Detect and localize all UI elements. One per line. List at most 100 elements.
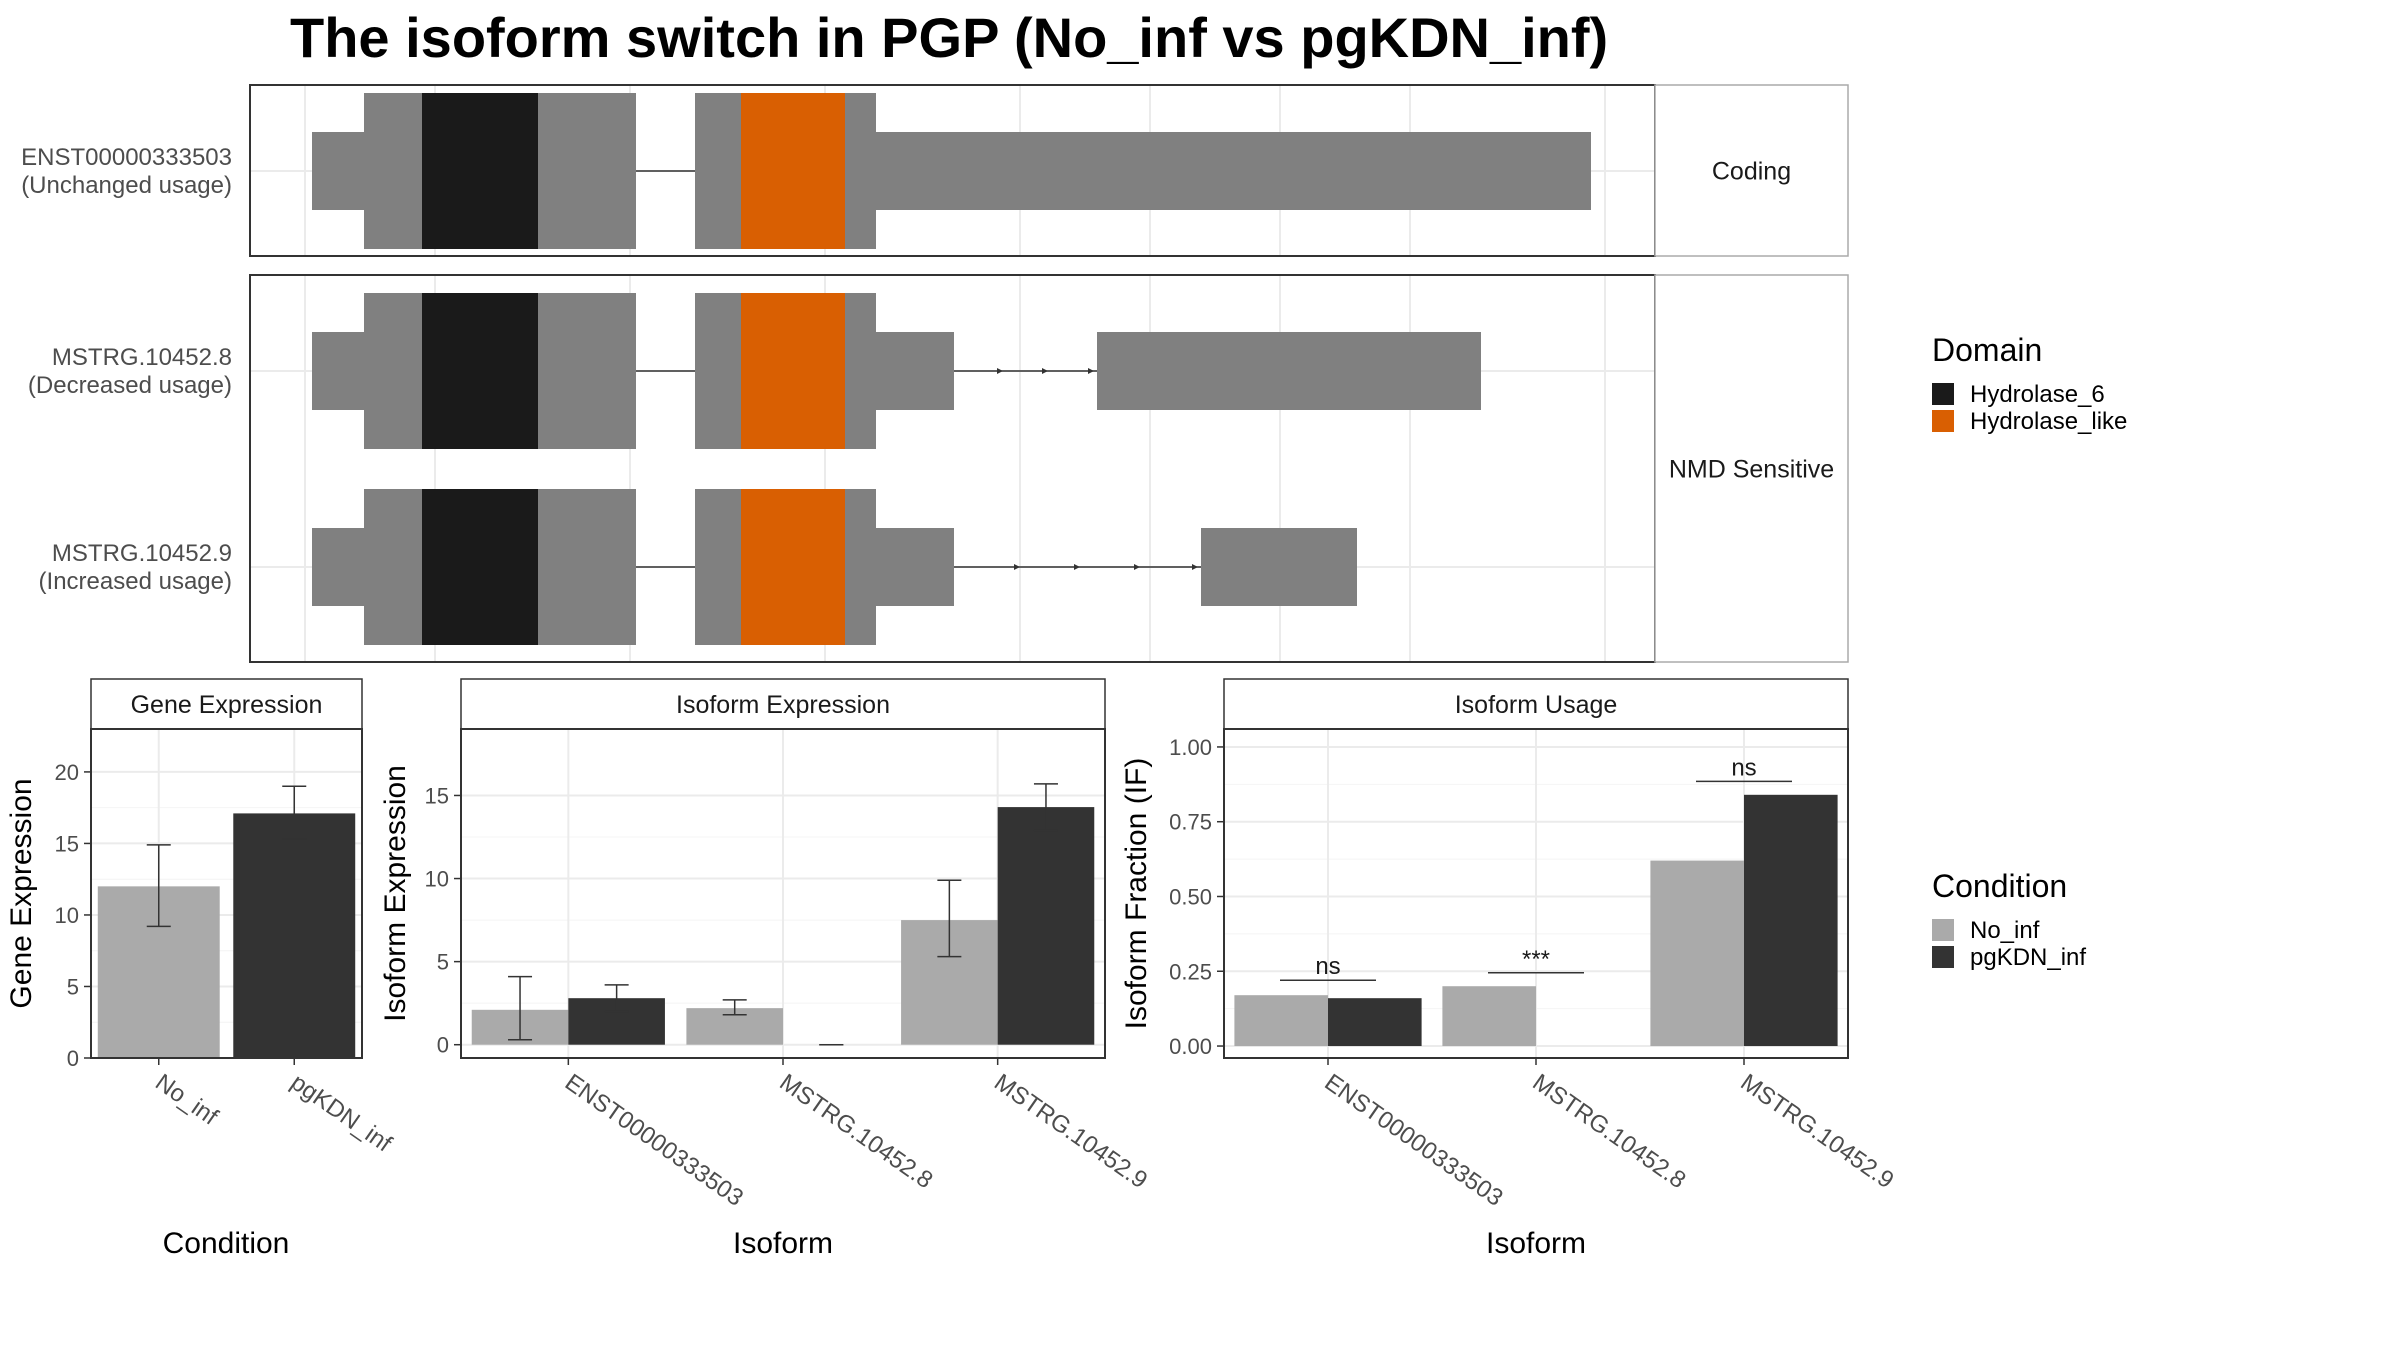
exon-block (876, 528, 954, 606)
error-bar (722, 999, 747, 1016)
exon-block (312, 528, 364, 606)
hydrolase-like-domain (741, 293, 845, 449)
bar-No_inf-MSTRG.10452.8 (1442, 986, 1536, 1047)
bar-No_inf-MSTRG.10452.9 (1650, 860, 1744, 1047)
y-axis-title: Gene Expression (5, 778, 38, 1008)
exon-block (364, 93, 422, 249)
y-tick-label: 0 (437, 1033, 449, 1058)
facet-strip-label: NMD Sensitive (1669, 456, 1834, 484)
bar-pgKDN_inf (233, 813, 356, 1058)
exon-block (312, 332, 364, 410)
panel-strip-title: Isoform Expression (676, 691, 890, 719)
panel-border (90, 728, 363, 1059)
x-tick-label: MSTRG.10452.8 (775, 1069, 938, 1194)
y-tick-label: 0.25 (1169, 959, 1212, 984)
legend-key-pgKDN_inf (1932, 946, 1954, 968)
exon-block (1201, 528, 1357, 606)
y-axis-title: Isoform Fraction (IF) (1120, 758, 1153, 1030)
bar-panel-0: Gene Expression 0 5 10 15 20 No_inf pgKDN_inf Co… (5, 678, 397, 1260)
structure-group-1: MSTRG.10452.8(Decreased usage) MSTRG.1045… (28, 274, 1849, 663)
x-axis-title: Isoform (733, 1227, 833, 1260)
legend-label: Hydrolase_like (1970, 408, 2127, 435)
significance-label: ns (1731, 754, 1756, 781)
exon-block (312, 132, 364, 210)
intron-arrow (1042, 368, 1048, 374)
legend-title: Condition (1932, 868, 2067, 904)
y-tick-label: 0.00 (1169, 1034, 1212, 1059)
exon-block (845, 293, 876, 449)
y-tick-label: 10 (425, 867, 449, 892)
legend-title: Domain (1932, 332, 2042, 368)
significance-label: ns (1315, 953, 1340, 980)
panel-strip (1223, 678, 1849, 730)
y-tick-label: 0.50 (1169, 884, 1212, 909)
exon-block (538, 293, 636, 449)
intron-arrow (1014, 564, 1020, 570)
exon-block (876, 132, 1591, 210)
legend-label: pgKDN_inf (1970, 944, 2086, 971)
legend-key-Hydrolase_6 (1932, 383, 1954, 405)
isoform-id-label: MSTRG.10452.8 (52, 344, 232, 371)
x-tick-label: MSTRG.10452.8 (1528, 1069, 1691, 1194)
facet-strip (1654, 274, 1849, 663)
significance-label: *** (1522, 946, 1550, 973)
exon-block (695, 489, 741, 645)
exon-block (876, 332, 954, 410)
y-tick-label: 5 (437, 950, 449, 975)
isoform-usage-label: (Increased usage) (39, 568, 232, 595)
x-tick-label: pgKDN_inf (286, 1069, 397, 1158)
legend-label: Hydrolase_6 (1970, 381, 2105, 408)
panel-strip (460, 678, 1106, 730)
intron-arrow (1192, 564, 1198, 570)
x-tick-label: No_inf (150, 1069, 223, 1131)
error-bar (1033, 783, 1058, 832)
exon-block (364, 293, 422, 449)
bar-pgKDN_inf-MSTRG.10452.9 (1744, 794, 1838, 1047)
exon-block (845, 93, 876, 249)
intron-arrow (1134, 564, 1140, 570)
hydrolase-6-domain (422, 293, 538, 449)
y-axis-title: Isoform Expression (379, 765, 412, 1022)
y-tick-label: 0 (67, 1046, 79, 1071)
legend-label: No_inf (1970, 917, 2040, 944)
figure-title: The isoform switch in PGP (No_inf vs pgK… (290, 6, 1608, 69)
isoform-usage-label: (Decreased usage) (28, 372, 232, 399)
exon-block (364, 489, 422, 645)
exon-block (695, 93, 741, 249)
panel-strip (90, 678, 363, 730)
error-bar (508, 975, 533, 1041)
exon-block (845, 489, 876, 645)
intron-arrow (1088, 368, 1094, 374)
isoform-id-label: ENST00000333503 (21, 144, 232, 171)
bar-chart-panels: Gene Expression 0 5 10 15 20 No_inf pgKDN_inf Co… (5, 678, 1899, 1260)
exon-block (538, 489, 636, 645)
panel-strip-title: Gene Expression (131, 691, 323, 719)
isoform-usage-label: (Unchanged usage) (21, 172, 232, 199)
y-tick-label: 20 (55, 760, 79, 785)
bar-No_inf-ENST00000333503 (1234, 995, 1328, 1047)
panel-strip-title: Isoform Usage (1455, 691, 1618, 719)
exon-block (538, 93, 636, 249)
bar-pgKDN_inf-MSTRG.10452.9 (997, 807, 1095, 1045)
y-tick-label: 0.75 (1169, 810, 1212, 835)
exon-block (695, 293, 741, 449)
x-tick-label: ENST00000333503 (1320, 1069, 1508, 1212)
x-axis-title: Condition (163, 1227, 290, 1260)
x-tick-label: ENST00000333503 (560, 1069, 748, 1212)
hydrolase-like-domain (741, 489, 845, 645)
y-tick-label: 15 (55, 831, 79, 856)
facet-strip (1654, 84, 1849, 257)
intron-arrow (997, 368, 1003, 374)
bar-pgKDN_inf-ENST00000333503 (1328, 998, 1422, 1047)
isoform-structure-panel: ENST00000333503(Unchanged usage) Coding MS… (21, 84, 1849, 663)
structure-group-0: ENST00000333503(Unchanged usage) Coding (21, 84, 1849, 257)
y-tick-label: 1.00 (1169, 735, 1212, 760)
hydrolase-like-domain (741, 93, 845, 249)
legend-key-Hydrolase_like (1932, 410, 1954, 432)
legend-key-No_inf (1932, 919, 1954, 941)
x-tick-label: MSTRG.10452.9 (1736, 1069, 1899, 1194)
